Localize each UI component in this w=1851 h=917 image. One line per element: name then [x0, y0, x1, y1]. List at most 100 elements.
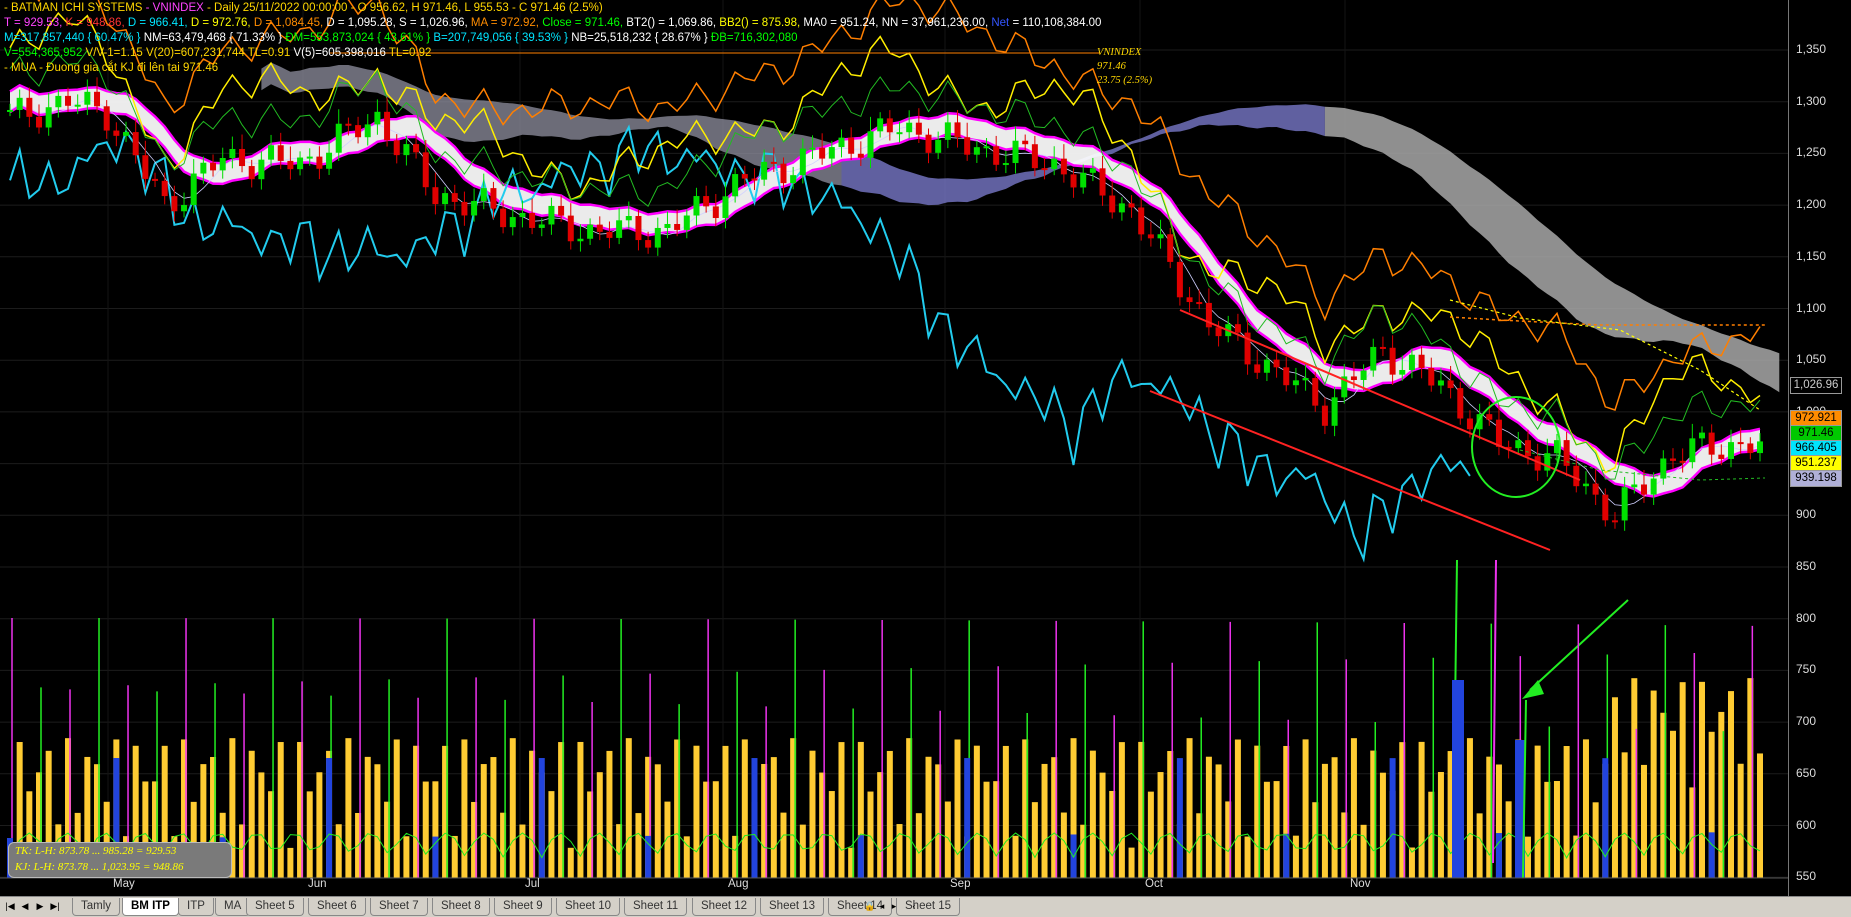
candle-body — [1708, 432, 1715, 455]
tk-line: TK: L-H: 873.78 ... 985.28 = 929.53 — [15, 845, 177, 857]
tab-sheet-9[interactable]: Sheet 9 — [494, 898, 552, 916]
volume-bar-blue — [432, 836, 439, 878]
candle-body — [1505, 446, 1512, 449]
candle-body — [277, 145, 284, 161]
volume-bar — [248, 750, 255, 878]
chart-area[interactable]: - BATMAN ICHI SYSTEMS - VNINDEX - Daily … — [0, 0, 1851, 896]
tab-sheet-8[interactable]: Sheet 8 — [432, 898, 490, 916]
candle-body — [1012, 140, 1019, 164]
volume-bar — [1544, 781, 1551, 878]
candle-body — [1099, 168, 1106, 196]
tab-bm-itp[interactable]: BM ITP — [122, 898, 179, 916]
candle-body — [239, 148, 246, 167]
tab-sheet-15[interactable]: Sheet 15 — [896, 898, 961, 916]
tab-sheet-12[interactable]: Sheet 12 — [692, 898, 757, 916]
candle-body — [703, 196, 710, 207]
candle-body — [1515, 440, 1522, 449]
volume-bar — [857, 741, 864, 878]
volume-bar — [84, 756, 91, 878]
y-label: 900 — [1796, 507, 1817, 522]
volume-bar — [1573, 835, 1580, 878]
next-icon[interactable]: ▶ — [36, 901, 44, 911]
volume-bar — [1234, 739, 1241, 878]
price-box: 1,026.96 — [1790, 377, 1842, 394]
header-line2-seg-10: BB2() = 875.98, — [719, 17, 804, 29]
candle-body — [741, 174, 748, 179]
tab-sheet-7[interactable]: Sheet 7 — [370, 898, 428, 916]
candle-body — [645, 240, 652, 248]
y-label: 1,300 — [1796, 93, 1827, 108]
volume-bar-blue — [1708, 832, 1715, 878]
candle-body — [384, 111, 391, 141]
volume-bar — [1718, 711, 1725, 878]
candle-body — [606, 231, 613, 238]
volume-bar — [635, 813, 642, 878]
volume-spike-large — [1492, 559, 1497, 864]
volume-bar — [1592, 802, 1599, 878]
prev-icon[interactable]: ◀ — [21, 901, 29, 911]
candle-body — [809, 147, 816, 150]
header-line2-seg-0: T = 929.53, — [4, 17, 66, 29]
header-line-2: T = 929.53, K = 948.86, D = 966.41, D = … — [4, 16, 1101, 30]
tab-sheet-11[interactable]: Sheet 11 — [624, 898, 688, 916]
last-icon[interactable]: ▶| — [50, 901, 60, 911]
candle-body — [896, 132, 903, 135]
candle-body — [1070, 174, 1077, 188]
header-line-1: - BATMAN ICHI SYSTEMS - VNINDEX - Daily … — [4, 1, 603, 15]
scroll-right-icon[interactable]: ▸ — [891, 901, 897, 911]
volume-bar — [915, 813, 922, 878]
scroll-left-icon[interactable]: ◂ — [879, 901, 885, 911]
candle-body — [1621, 487, 1628, 521]
volume-bar — [1476, 813, 1483, 878]
candle-body — [1592, 483, 1599, 495]
lock-icon[interactable]: 🔒 — [864, 901, 876, 911]
hscroll-left-icon[interactable]: ‹ — [912, 901, 916, 911]
tab-sheet-10[interactable]: Sheet 10 — [556, 898, 621, 916]
volume-bar — [190, 801, 197, 878]
volume-bar — [1505, 801, 1512, 878]
tab-ma[interactable]: MA — [215, 898, 251, 916]
candle-body — [1718, 454, 1725, 459]
volume-bar — [809, 750, 816, 878]
tab-tamly[interactable]: Tamly — [72, 898, 121, 916]
candle-body — [1350, 376, 1357, 380]
candle-body — [828, 147, 835, 159]
tab-itp[interactable]: ITP — [178, 898, 214, 916]
volume-bar — [1708, 731, 1715, 878]
volume-bar-blue — [1389, 758, 1396, 878]
candle-body — [1486, 414, 1493, 420]
volume-bar — [403, 836, 410, 878]
price-chart[interactable] — [0, 0, 1851, 896]
candle-body — [142, 155, 149, 179]
volume-bar — [1650, 690, 1657, 878]
volume-bar — [1002, 745, 1009, 878]
tab-sheet-6[interactable]: Sheet 6 — [308, 898, 366, 916]
candle-body — [26, 97, 33, 117]
volume-bar — [1437, 771, 1444, 878]
header-line2-seg-5: D = 1,095.28, — [326, 17, 399, 29]
y-label: 1,050 — [1796, 352, 1827, 367]
y-label: 1,200 — [1796, 197, 1827, 212]
candle-body — [1747, 443, 1754, 454]
header-line2-seg-14: = 110,108,384.00 — [1009, 17, 1102, 29]
volume-bar — [548, 791, 555, 878]
volume-bar — [1737, 763, 1744, 878]
y-label: 650 — [1796, 765, 1817, 780]
volume-bar — [239, 824, 246, 878]
tab-sheet-13[interactable]: Sheet 13 — [760, 898, 825, 916]
tab-sheet-5[interactable]: Sheet 5 — [246, 898, 304, 916]
volume-bar — [906, 738, 913, 878]
volume-bar — [45, 750, 52, 878]
candle-body — [374, 111, 381, 125]
header-line4-seg-3: TL=0.91 — [247, 47, 294, 59]
header-line2-seg-3: D = 972.76, — [190, 17, 254, 29]
volume-bar — [577, 741, 584, 878]
candle-body — [1147, 234, 1154, 239]
price-box: 972.921 — [1790, 410, 1842, 427]
candle-body — [1002, 163, 1009, 166]
header-line4-seg-1: V/V-1=1.15 — [85, 47, 146, 59]
first-icon[interactable]: |◀ — [5, 901, 15, 911]
candle-body — [567, 215, 574, 242]
annotation-symbol: VNINDEX — [1097, 47, 1142, 58]
volume-bar — [1128, 847, 1135, 878]
